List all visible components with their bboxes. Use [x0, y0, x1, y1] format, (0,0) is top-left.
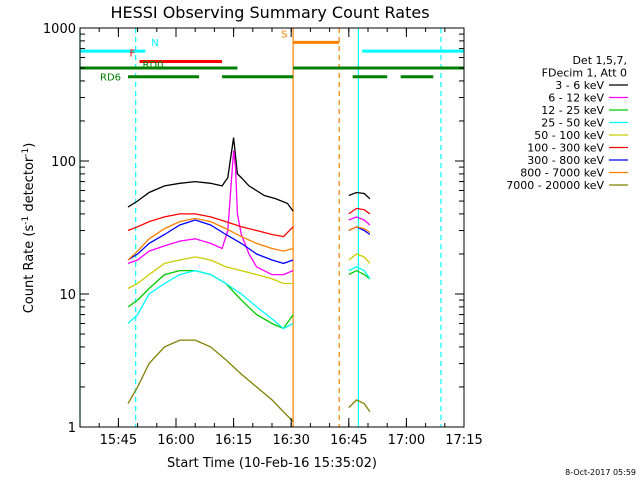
series-line-4-a: [127, 256, 294, 290]
legend-label-2: 12 - 25 keV: [541, 104, 604, 117]
series-line-1-a: [127, 150, 294, 276]
y-tick-label-2: 100: [51, 155, 76, 170]
series-line-2-a: [127, 269, 294, 330]
legend-label-6: 300 - 800 keV: [527, 154, 604, 167]
series-line-0-a: [127, 137, 294, 212]
series-line-0-b: [348, 191, 371, 200]
legend-label-5: 100 - 300 keV: [527, 142, 604, 155]
y-tick-label-1: 10: [59, 288, 76, 303]
chart-title: HESSI Observing Summary Count Rates: [110, 3, 429, 22]
flag-label-s: S: [281, 29, 287, 40]
x-tick-label-3: 16:30: [272, 433, 309, 448]
flag-label-n: N: [151, 38, 158, 49]
data-series: [127, 137, 371, 422]
flag-lines: N S F RD0 RD6: [80, 29, 464, 84]
legend-label-1: 6 - 12 keV: [548, 92, 604, 105]
legend-label-7: 800 - 7000 keV: [520, 167, 604, 180]
x-tick-label-0: 15:45: [100, 433, 137, 448]
series-line-6-a: [127, 219, 294, 265]
series-line-2-b: [348, 269, 371, 280]
flag-label-rd6: RD6: [100, 73, 121, 84]
series-line-3-b: [348, 266, 371, 280]
x-tick-label-4: 16:45: [330, 433, 367, 448]
x-tick-label-6: 17:15: [445, 433, 482, 448]
series-line-3-a: [127, 269, 294, 330]
x-tick-label-5: 17:00: [388, 433, 425, 448]
y-axis-title: Count Rate (s-1 detector-1): [21, 143, 37, 314]
x-axis: 15:45 16:00 16:15 16:30 16:45 17:00 17:15: [79, 28, 483, 448]
legend-header-0: Det 1,5,7,: [572, 54, 627, 67]
y-tick-label-0: 1: [68, 421, 76, 436]
series-line-4-b: [348, 253, 371, 264]
legend-label-4: 50 - 100 keV: [534, 129, 604, 142]
footer-timestamp: 8-Oct-2017 05:59: [565, 468, 636, 477]
series-line-5-b: [348, 207, 371, 215]
x-tick-label-2: 16:15: [215, 433, 252, 448]
series-line-7-a: [127, 217, 294, 261]
series-line-1-b: [348, 216, 371, 226]
x-tick-label-1: 16:00: [157, 433, 194, 448]
series-line-8-b: [348, 399, 371, 413]
x-axis-title: Start Time (10-Feb-16 15:35:02): [167, 456, 377, 471]
series-line-5-a: [127, 213, 294, 238]
plot-frame: [79, 27, 465, 428]
flag-label-f: F: [130, 48, 136, 59]
legend-label-3: 25 - 50 keV: [541, 117, 604, 130]
y-tick-label-3: 1000: [43, 22, 76, 37]
flag-label-rd0: RD0: [143, 60, 164, 71]
series-line-8-a: [127, 339, 294, 422]
legend-header-1: FDecim 1, Att 0: [542, 67, 627, 80]
series-line-7-b: [348, 226, 371, 234]
y-axis: 1 10 100 1000: [43, 22, 464, 436]
legend-label-8: 7000 - 20000 keV: [506, 179, 604, 192]
legend-label-0: 3 - 6 keV: [555, 79, 604, 92]
